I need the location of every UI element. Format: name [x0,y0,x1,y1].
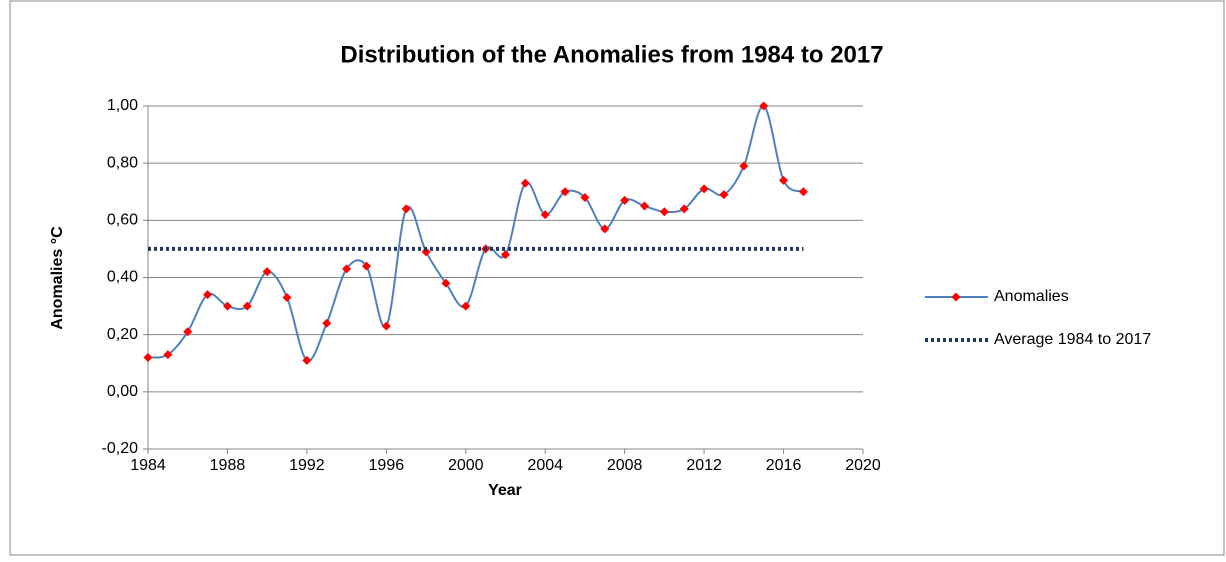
y-tick-label: 0,60 [107,212,138,229]
data-point [461,301,471,311]
x-tick-label: 2000 [448,457,484,474]
x-tick-label: 1996 [369,457,405,474]
y-tick-label: 0,20 [107,326,138,343]
chart-title: Distribution of the Anomalies from 1984 … [340,41,883,68]
series-line [147,104,804,362]
data-point [242,301,252,311]
data-point [302,355,312,365]
data-point [679,204,689,214]
data-point [699,184,709,194]
data-point [183,327,193,337]
legend-label: Average 1984 to 2017 [994,331,1151,348]
data-point [520,178,530,188]
y-tick-label: 0,40 [107,269,138,286]
data-point [203,290,213,300]
data-point [501,250,510,260]
x-tick-label: 2008 [607,457,643,474]
x-tick-label: 2004 [527,457,563,474]
data-point [600,224,610,234]
x-tick-label: 1992 [289,457,325,474]
data-point [401,204,411,214]
y-tick-label: -0,20 [102,440,139,457]
x-axis-label: Year [488,482,522,499]
x-tick-label: 1984 [130,457,166,474]
data-point [620,195,630,205]
data-point [222,301,232,311]
data-point [540,210,550,220]
x-tick-label: 2012 [686,457,722,474]
data-point [779,175,789,185]
data-point [739,161,749,171]
data-point [262,267,272,277]
x-tick-label: 1988 [210,457,246,474]
legend-label: Anomalies [994,288,1069,305]
x-tick-label: 2016 [766,457,802,474]
data-point [759,101,769,111]
data-point [441,278,451,288]
data-point [580,192,590,202]
y-tick-label: 0,80 [107,154,138,171]
data-point [560,187,570,197]
y-tick-label: 1,00 [107,97,138,114]
data-point [640,201,650,211]
y-axis-label: Anomalies °C [49,226,66,330]
data-point [719,190,729,200]
data-point [659,207,669,217]
data-point [163,350,173,360]
legend-marker [951,292,961,302]
data-point [798,187,808,197]
y-tick-label: 0,00 [107,383,138,400]
data-point [342,264,352,274]
data-point [322,318,332,328]
data-point [421,247,431,257]
data-point [282,293,292,303]
x-tick-label: 2020 [845,457,881,474]
data-point [143,353,153,363]
data-point [361,261,371,271]
data-point [381,321,391,331]
